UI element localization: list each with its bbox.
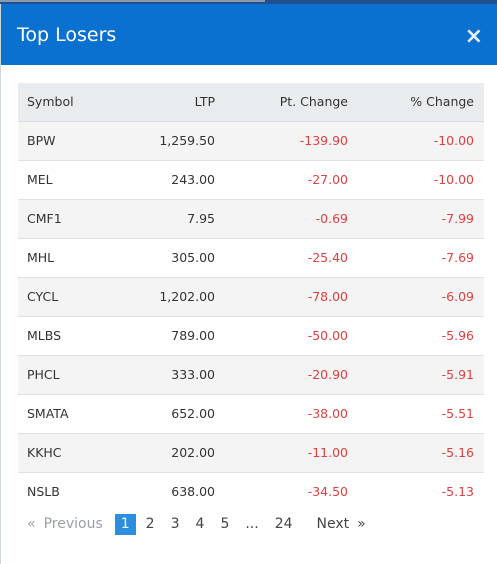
table-header-row: Symbol LTP Pt. Change % Change <box>18 83 484 122</box>
ltp-cell: 789.00 <box>118 316 215 356</box>
previous-page-link[interactable]: « Previous <box>27 516 103 532</box>
pct-change-cell: -7.99 <box>348 199 484 239</box>
table-row[interactable]: KKHC 202.00 -11.00 -5.16 <box>18 433 484 473</box>
pt-change-cell: -11.00 <box>215 433 348 473</box>
ltp-cell: 1,259.50 <box>118 121 215 161</box>
losers-table: Symbol LTP Pt. Change % Change BPW 1,259.… <box>18 83 484 511</box>
dialog-header: Top Losers × <box>1 4 497 65</box>
top-losers-dialog: Top Losers × Symbol LTP Pt. Change % Cha… <box>0 4 497 564</box>
pct-change-cell: -5.96 <box>348 316 484 356</box>
next-arrow-icon: » <box>357 516 366 532</box>
ltp-cell: 638.00 <box>171 484 215 500</box>
symbol-cell: CMF1 <box>18 199 118 239</box>
header-ltp[interactable]: LTP <box>118 83 215 122</box>
header-pct-change[interactable]: % Change <box>348 83 484 122</box>
pagination-ellipsis: ... <box>245 516 259 532</box>
page-4-link[interactable]: 4 <box>195 515 205 532</box>
table-row[interactable]: BPW 1,259.50 -139.90 -10.00 <box>18 121 484 161</box>
pt-change-cell: -38.00 <box>215 394 348 434</box>
ltp-cell: 333.00 <box>118 355 215 395</box>
page-1-link[interactable]: 1 <box>114 513 136 535</box>
table-row[interactable]: CMF1 7.95 -0.69 -7.99 <box>18 199 484 239</box>
symbol-cell: MHL <box>18 238 118 278</box>
symbol-cell: BPW <box>18 121 118 161</box>
table-row[interactable]: NSLB 638.00 -34.50 -5.13 <box>18 472 484 511</box>
pct-change-cell: -5.51 <box>348 394 484 434</box>
pct-change-cell: -6.09 <box>348 277 484 317</box>
table-row[interactable]: SMATA 652.00 -38.00 -5.51 <box>18 394 484 434</box>
previous-label: Previous <box>43 516 103 532</box>
pt-change-cell: -25.40 <box>215 238 348 278</box>
pct-change-cell: -5.16 <box>348 433 484 473</box>
ltp-cell: 243.00 <box>118 160 215 200</box>
table-row[interactable]: MEL 243.00 -27.00 -10.00 <box>18 160 484 200</box>
table-row[interactable]: CYCL 1,202.00 -78.00 -6.09 <box>18 277 484 317</box>
symbol-cell: CYCL <box>18 277 118 317</box>
previous-arrow-icon: « <box>27 516 36 532</box>
ltp-cell: 652.00 <box>118 394 215 434</box>
symbol-cell: NSLB <box>27 484 60 500</box>
pct-change-cell: -7.69 <box>348 238 484 278</box>
next-page-link[interactable]: Next » <box>317 516 366 532</box>
ltp-cell: 1,202.00 <box>118 277 215 317</box>
pct-change-cell: -10.00 <box>348 160 484 200</box>
symbol-cell: PHCL <box>18 355 118 395</box>
pt-change-cell: -50.00 <box>215 316 348 356</box>
header-pt-change[interactable]: Pt. Change <box>215 83 348 122</box>
pt-change-cell: -139.90 <box>215 121 348 161</box>
page-2-link[interactable]: 2 <box>145 515 155 532</box>
page-5-link[interactable]: 5 <box>220 515 230 532</box>
pct-change-cell: -10.00 <box>348 121 484 161</box>
table-row[interactable]: MHL 305.00 -25.40 -7.69 <box>18 238 484 278</box>
symbol-cell: MLBS <box>18 316 118 356</box>
next-label: Next <box>316 516 350 532</box>
symbol-cell: SMATA <box>18 394 118 434</box>
dialog-title: Top Losers <box>17 23 117 46</box>
pt-change-cell: -20.90 <box>215 355 348 395</box>
pagination: « Previous 1 2 3 4 5 ... 24 Next » <box>18 513 482 535</box>
pt-change-cell: -27.00 <box>215 160 348 200</box>
pct-change-cell: -5.13 <box>441 484 474 500</box>
ltp-cell: 202.00 <box>118 433 215 473</box>
close-icon[interactable]: × <box>464 23 483 49</box>
pct-change-cell: -5.91 <box>348 355 484 395</box>
page-3-link[interactable]: 3 <box>170 515 180 532</box>
page-24-link[interactable]: 24 <box>274 515 293 532</box>
ltp-cell: 305.00 <box>118 238 215 278</box>
dialog-body: Symbol LTP Pt. Change % Change BPW 1,259.… <box>1 65 497 535</box>
table-row[interactable]: PHCL 333.00 -20.90 -5.91 <box>18 355 484 395</box>
pt-change-cell: -78.00 <box>215 277 348 317</box>
background-strip <box>0 0 497 6</box>
background-strip-edge <box>0 0 265 2</box>
table-row[interactable]: MLBS 789.00 -50.00 -5.96 <box>18 316 484 356</box>
pt-change-cell: -34.50 <box>307 484 348 500</box>
symbol-cell: MEL <box>18 160 118 200</box>
symbol-cell: KKHC <box>18 433 118 473</box>
pt-change-cell: -0.69 <box>215 199 348 239</box>
header-symbol[interactable]: Symbol <box>18 83 118 122</box>
ltp-cell: 7.95 <box>118 199 215 239</box>
